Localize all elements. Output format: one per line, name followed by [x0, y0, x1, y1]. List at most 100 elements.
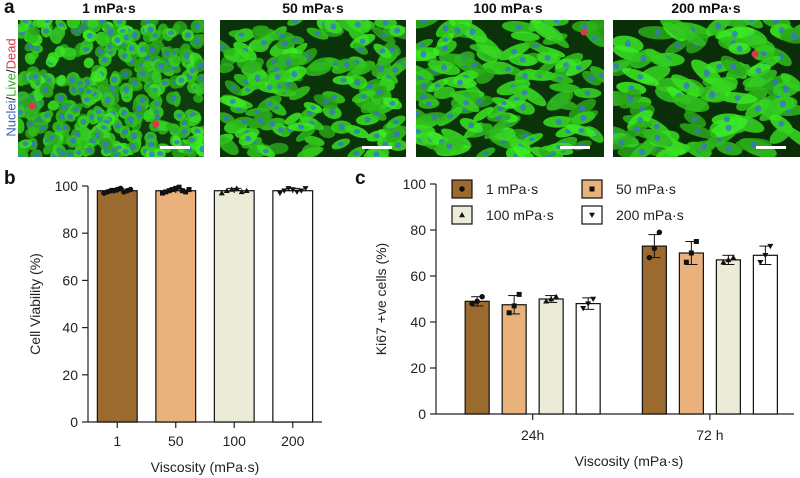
cell-nucleus — [292, 20, 299, 23]
cell-nucleus — [78, 87, 85, 93]
data-point — [159, 190, 165, 196]
cell-nucleus — [457, 79, 463, 86]
cell-nucleus — [340, 77, 347, 83]
live-cell — [87, 20, 100, 29]
cell-nucleus — [750, 141, 757, 148]
live-cell — [742, 76, 765, 88]
bar — [464, 300, 490, 415]
cell-nucleus — [42, 86, 49, 93]
data-point — [294, 189, 301, 195]
data-point — [511, 303, 517, 309]
data-point — [762, 253, 769, 259]
cell-nucleus — [278, 34, 285, 39]
cell-nucleus — [44, 20, 51, 24]
x-axis-label: Viscosity (mPa·s) — [151, 459, 260, 475]
cell-nucleus — [511, 48, 518, 55]
data-point — [243, 187, 250, 193]
cell-nucleus — [520, 104, 527, 111]
scale-bar — [362, 146, 392, 149]
cell-nucleus — [354, 129, 360, 134]
cell-nucleus — [139, 46, 146, 53]
cell-nucleus — [354, 78, 361, 86]
micrograph-4-svg — [613, 20, 800, 157]
live-cell — [351, 60, 376, 76]
dead-cell — [28, 102, 36, 110]
data-point — [117, 185, 124, 192]
cell-nucleus — [709, 90, 715, 99]
cell-nucleus — [755, 105, 762, 112]
micrograph-1-svg — [18, 20, 204, 157]
micrograph-title-2: 50 mPa·s — [282, 0, 344, 16]
data-point — [169, 187, 175, 193]
cell-nucleus — [516, 24, 523, 31]
cell-nucleus — [70, 137, 77, 144]
cell-nucleus — [102, 141, 109, 148]
cell-nucleus — [291, 70, 298, 78]
live-cell — [295, 127, 316, 142]
cell-nucleus — [136, 105, 142, 112]
cell-nucleus — [80, 25, 87, 31]
cell-nucleus — [344, 61, 351, 68]
cell-nucleus — [44, 113, 51, 118]
legend-label: 50 mPa·s — [616, 181, 676, 197]
bar — [501, 304, 527, 415]
live-cell — [194, 83, 204, 96]
cell-nucleus — [230, 85, 237, 91]
cell-nucleus — [229, 99, 236, 104]
cell-nucleus — [376, 89, 383, 95]
live-cell — [146, 87, 159, 101]
cell-nucleus — [447, 113, 454, 119]
cell-nucleus — [121, 129, 128, 135]
cell-nucleus — [71, 86, 78, 93]
bar — [715, 259, 741, 415]
cell-nucleus — [654, 29, 661, 37]
cell-nucleus — [32, 74, 39, 80]
micrograph-4 — [613, 20, 800, 157]
cell-nucleus — [22, 20, 29, 24]
cell-nucleus — [310, 105, 317, 110]
x-tick-label: 200 — [281, 433, 305, 449]
cell-nucleus — [441, 64, 447, 71]
bar — [155, 190, 197, 423]
legend-marker — [459, 212, 465, 218]
cell-nucleus — [114, 37, 121, 44]
cell-nucleus — [584, 90, 591, 96]
cell-nucleus — [373, 151, 380, 157]
data-point — [479, 293, 485, 300]
data-point — [281, 188, 288, 194]
data-point — [223, 187, 230, 193]
data-point — [767, 243, 774, 250]
cell-nucleus — [39, 125, 46, 131]
x-axis-label: Viscosity (mPa·s) — [575, 453, 684, 469]
live-cell — [510, 31, 540, 42]
live-cell — [47, 100, 60, 111]
micrograph-2 — [220, 20, 406, 157]
cell-nucleus — [282, 41, 288, 47]
live-cell — [220, 63, 235, 74]
cell-nucleus — [389, 100, 396, 106]
cell-nucleus — [164, 50, 171, 56]
panel-letter-c: c — [355, 168, 366, 189]
cell-nucleus — [725, 124, 732, 132]
live-cell — [549, 83, 581, 93]
cell-nucleus — [266, 100, 273, 107]
x-tick-label: 100 — [223, 433, 247, 449]
cell-nucleus — [425, 101, 432, 107]
y-tick-label: 60 — [410, 268, 426, 284]
cell-nucleus — [152, 33, 159, 38]
live-cell — [492, 131, 518, 142]
cell-nucleus — [84, 79, 91, 85]
y-tick-label: 100 — [403, 176, 427, 192]
cell-nucleus — [556, 76, 563, 81]
cell-nucleus — [640, 54, 647, 63]
cell-nucleus — [772, 79, 778, 86]
live-cell — [33, 20, 46, 29]
cell-nucleus — [618, 140, 625, 146]
y-tick-label: 80 — [62, 225, 78, 241]
data-point — [298, 188, 305, 194]
cell-nucleus — [314, 31, 321, 36]
live-cell — [179, 43, 191, 55]
cell-nucleus — [178, 77, 185, 83]
data-point — [693, 239, 699, 244]
data-point — [302, 186, 309, 192]
